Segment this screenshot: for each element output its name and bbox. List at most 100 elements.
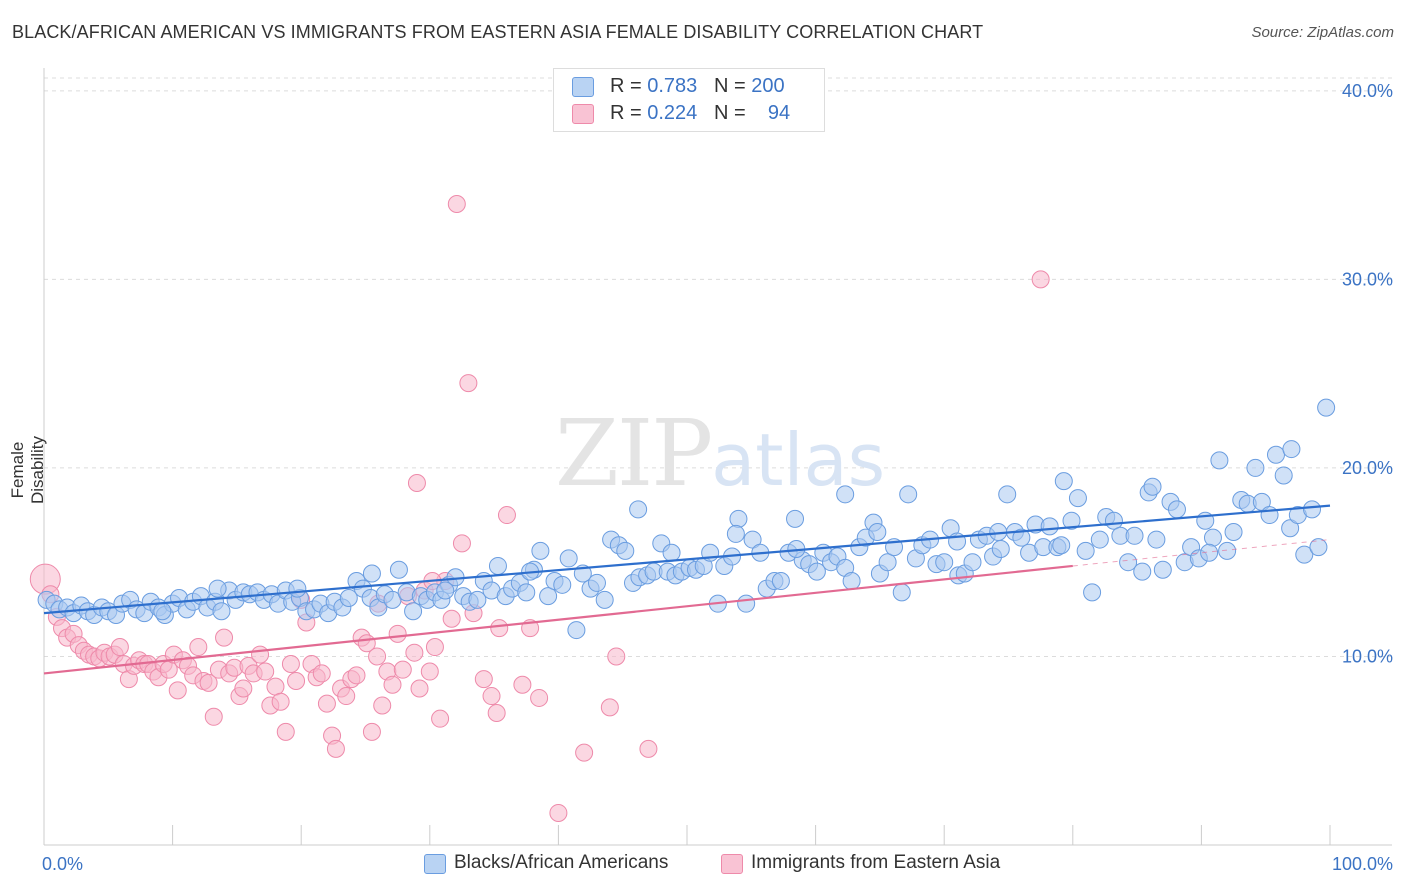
axes [43,68,1392,846]
pink-point [271,692,290,711]
pink-point [530,688,549,707]
pink-point [442,609,461,628]
blue-point [404,602,423,621]
trend-lines [43,504,1331,675]
legend-r-label: R = [610,102,648,124]
blue-point [1317,398,1336,417]
blue-point [1068,489,1087,508]
pink-point [266,677,285,696]
pink-point [410,679,429,698]
blue-point [878,553,897,572]
blue-point [1040,517,1059,536]
blue-point [362,564,381,583]
legend-swatch-pink [572,104,594,124]
legend-r-value: 0.224 [647,102,698,124]
pink-point [373,696,392,715]
pink-point [405,643,424,662]
pink-point [383,675,402,694]
blue-point [1224,523,1243,542]
blue-point [1302,500,1321,519]
pink-point [474,670,493,689]
pink-point [204,707,223,726]
legend-label-immigrants: Immigrants from Eastern Asia [751,852,1001,873]
blue-point [531,541,550,560]
blue-point [1295,545,1314,564]
blue-point [836,485,855,504]
blue-point [153,602,172,621]
pink-point [326,739,345,758]
pink-point [312,664,331,683]
pink-point [607,647,626,666]
legend-swatch-blue [572,77,594,97]
blue-point [1147,530,1166,549]
y-tick-label: 30.0% [1342,269,1393,289]
blue-point [1062,511,1081,530]
pink-point [393,660,412,679]
blue-point [743,530,762,549]
pink-point [276,722,295,741]
blue-point [1167,500,1186,519]
pink-point [459,374,478,393]
blue-point [616,541,635,560]
blue-point [559,549,578,568]
source-credit: Source: ZipAtlas.com [1251,24,1394,41]
blue-point [1104,511,1123,530]
blue-point [468,590,487,609]
legend-n-label: N = [713,102,752,124]
pink-point [347,666,366,685]
series-immigrants-eastern-asia [29,194,1050,822]
pink-point [452,534,471,553]
blue-point [868,523,887,542]
blue-point [595,590,614,609]
blue-point [726,524,745,543]
pink-point [189,638,208,657]
pink-point [407,474,426,493]
pink-point [487,704,506,723]
pink-point [431,709,450,728]
series-legend: Blacks/African Americans Immigrants from… [0,852,1406,878]
series-blacks-african-americans [37,398,1336,640]
blue-point [807,562,826,581]
pink-point [281,655,300,674]
blue-point [1076,541,1095,560]
x-tick-label: 0.0% [42,854,83,874]
blue-point [963,553,982,572]
pink-point [575,743,594,762]
blue-point [539,587,558,606]
pink-point [368,647,387,666]
legend-n-value: 94 [767,102,791,124]
blue-point [389,560,408,579]
blue-point [1282,440,1301,459]
blue-point [771,572,790,591]
y-axis-label: Female Disability [8,435,47,505]
blue-point [629,500,648,519]
blue-point [1153,560,1172,579]
pink-point [215,628,234,647]
blue-point [1052,536,1071,555]
legend-label-blacks: Blacks/African Americans [454,852,669,873]
blue-point [1246,458,1265,477]
blue-point [553,575,572,594]
pink-point [251,645,270,664]
pink-point [497,506,516,525]
legend-swatch-blue [424,854,446,874]
blue-point [1083,583,1102,602]
blue-point [1143,477,1162,496]
blue-point [1133,562,1152,581]
blue-point [1274,466,1293,485]
pink-point [317,694,336,713]
blue-point [1218,541,1237,560]
trend-line-blacks [43,504,1331,615]
pink-point [549,803,568,822]
blue-point [1200,543,1219,562]
pink-point [425,638,444,657]
blue-point [662,543,681,562]
pink-point [234,679,253,698]
x-tick-label: 100.0% [1332,854,1393,874]
legend-swatch-pink [721,854,743,874]
pink-point [110,638,129,657]
blue-point [288,579,307,598]
pink-point [168,681,187,700]
legend-r-label: R = [610,75,648,97]
correlation-legend: R = 0.783 N = 200 R = 0.224 N = 94 [553,68,825,132]
